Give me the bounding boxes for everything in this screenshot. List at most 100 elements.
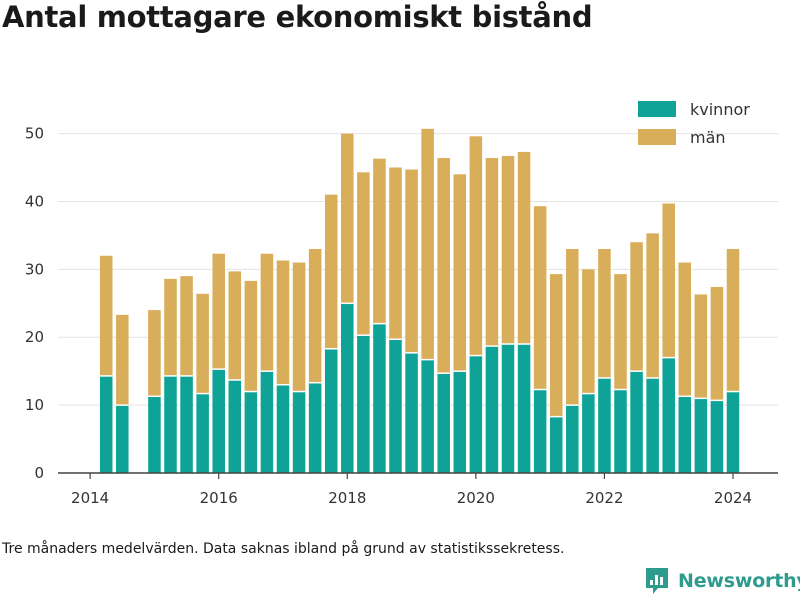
bar-kvinnor — [373, 323, 386, 473]
x-tick-label-2018: 2018 — [328, 489, 366, 507]
bar-man — [598, 248, 611, 378]
bar-kvinnor — [389, 339, 402, 473]
brand-name: Newsworthy — [678, 570, 800, 592]
y-tick-label-20: 20 — [25, 328, 44, 346]
bar-kvinnor — [164, 375, 177, 473]
bar-kvinnor — [501, 344, 515, 473]
y-tick-label-10: 10 — [25, 396, 44, 414]
bar-man — [678, 262, 692, 397]
chart-title: Antal mottagare ekonomiskt bistånd — [2, 0, 593, 34]
bar-kvinnor — [341, 303, 354, 473]
legend-label-man: män — [690, 128, 726, 147]
bar-kvinnor — [630, 371, 643, 473]
bars — [99, 128, 740, 473]
bar-kvinnor — [276, 384, 290, 473]
legend-label-kvinnor: kvinnor — [690, 100, 750, 119]
bar-kvinnor — [196, 393, 209, 473]
axes: 0 10 20 30 40 50 2014 2016 2018 2020 2022 2024 — [25, 125, 778, 507]
bar-kvinnor — [116, 405, 129, 473]
bar-kvinnor — [517, 344, 531, 473]
bar-kvinnor — [485, 346, 499, 473]
bar-man — [373, 158, 386, 324]
bar-man — [726, 248, 740, 392]
bar-man — [292, 262, 306, 392]
brand-logo: Newsworthy — [644, 566, 800, 596]
bar-man — [582, 269, 595, 394]
bar-kvinnor — [678, 396, 692, 473]
bar-kvinnor — [614, 389, 627, 473]
bar-man — [164, 278, 177, 376]
bar-kvinnor — [533, 389, 547, 473]
bar-man — [694, 294, 708, 399]
bar-kvinnor — [324, 348, 338, 473]
bar-man — [533, 206, 547, 390]
y-tick-label-0: 0 — [34, 464, 44, 482]
bar-kvinnor — [260, 371, 274, 473]
bar-man — [324, 194, 338, 349]
bar-man — [308, 248, 322, 383]
bar-kvinnor — [292, 391, 306, 473]
bar-kvinnor — [710, 400, 724, 473]
bar-kvinnor — [357, 335, 370, 473]
bar-man — [341, 133, 354, 304]
bar-kvinnor — [566, 405, 579, 473]
bar-kvinnor — [405, 352, 418, 473]
bar-man — [549, 274, 563, 417]
bar-man — [212, 253, 225, 370]
bar-kvinnor — [726, 391, 740, 473]
bar-kvinnor — [694, 398, 708, 473]
bar-kvinnor — [582, 393, 595, 473]
y-tick-label-50: 50 — [25, 125, 44, 143]
bar-man — [99, 255, 113, 376]
bar-man — [196, 293, 209, 394]
bar-man — [228, 271, 242, 380]
bar-kvinnor — [228, 379, 242, 473]
bar-man — [260, 253, 274, 372]
bar-kvinnor — [662, 357, 675, 473]
bar-kvinnor — [421, 359, 434, 473]
bar-man — [469, 136, 483, 356]
stacked-bar-chart: 0 10 20 30 40 50 2014 2016 2018 2020 2022 2024 kvin… — [25, 100, 778, 507]
bar-man — [357, 172, 370, 336]
bar-man — [485, 158, 499, 347]
bar-man — [389, 167, 402, 340]
bar-man — [244, 280, 258, 392]
bar-kvinnor — [453, 371, 467, 473]
bar-man — [710, 286, 724, 401]
x-tick-label-2022: 2022 — [585, 489, 623, 507]
x-tick-label-2020: 2020 — [457, 489, 495, 507]
bar-kvinnor — [549, 416, 563, 473]
bar-man — [614, 274, 627, 390]
bar-man — [662, 203, 675, 358]
bar-kvinnor — [180, 375, 193, 473]
bar-man — [421, 128, 434, 360]
bar-man — [517, 151, 531, 345]
newsworthy-logo-icon — [646, 568, 668, 594]
bar-man — [148, 310, 161, 397]
bar-man — [405, 169, 418, 353]
bar-kvinnor — [244, 391, 258, 473]
bar-man — [276, 260, 290, 385]
bar-man — [566, 248, 579, 406]
x-tick-label-2024: 2024 — [714, 489, 752, 507]
y-tick-label-40: 40 — [25, 192, 44, 210]
bar-man — [501, 155, 515, 345]
bar-man — [437, 158, 450, 374]
legend-swatch-man — [638, 129, 676, 145]
x-tick-label-2016: 2016 — [200, 489, 238, 507]
bar-kvinnor — [469, 355, 483, 473]
legend: kvinnor män — [638, 100, 750, 147]
bar-kvinnor — [308, 382, 322, 473]
x-tick-label-2014: 2014 — [71, 489, 109, 507]
bar-kvinnor — [148, 396, 161, 473]
legend-swatch-kvinnor — [638, 101, 676, 117]
y-tick-label-30: 30 — [25, 260, 44, 278]
bar-kvinnor — [646, 377, 659, 473]
bar-man — [453, 174, 467, 372]
bar-man — [646, 233, 659, 378]
bar-kvinnor — [212, 369, 225, 473]
chart-caption: Tre månaders medelvärden. Data saknas ib… — [2, 541, 565, 557]
bar-man — [630, 242, 643, 372]
bar-kvinnor — [437, 373, 450, 473]
bar-man — [180, 276, 193, 376]
